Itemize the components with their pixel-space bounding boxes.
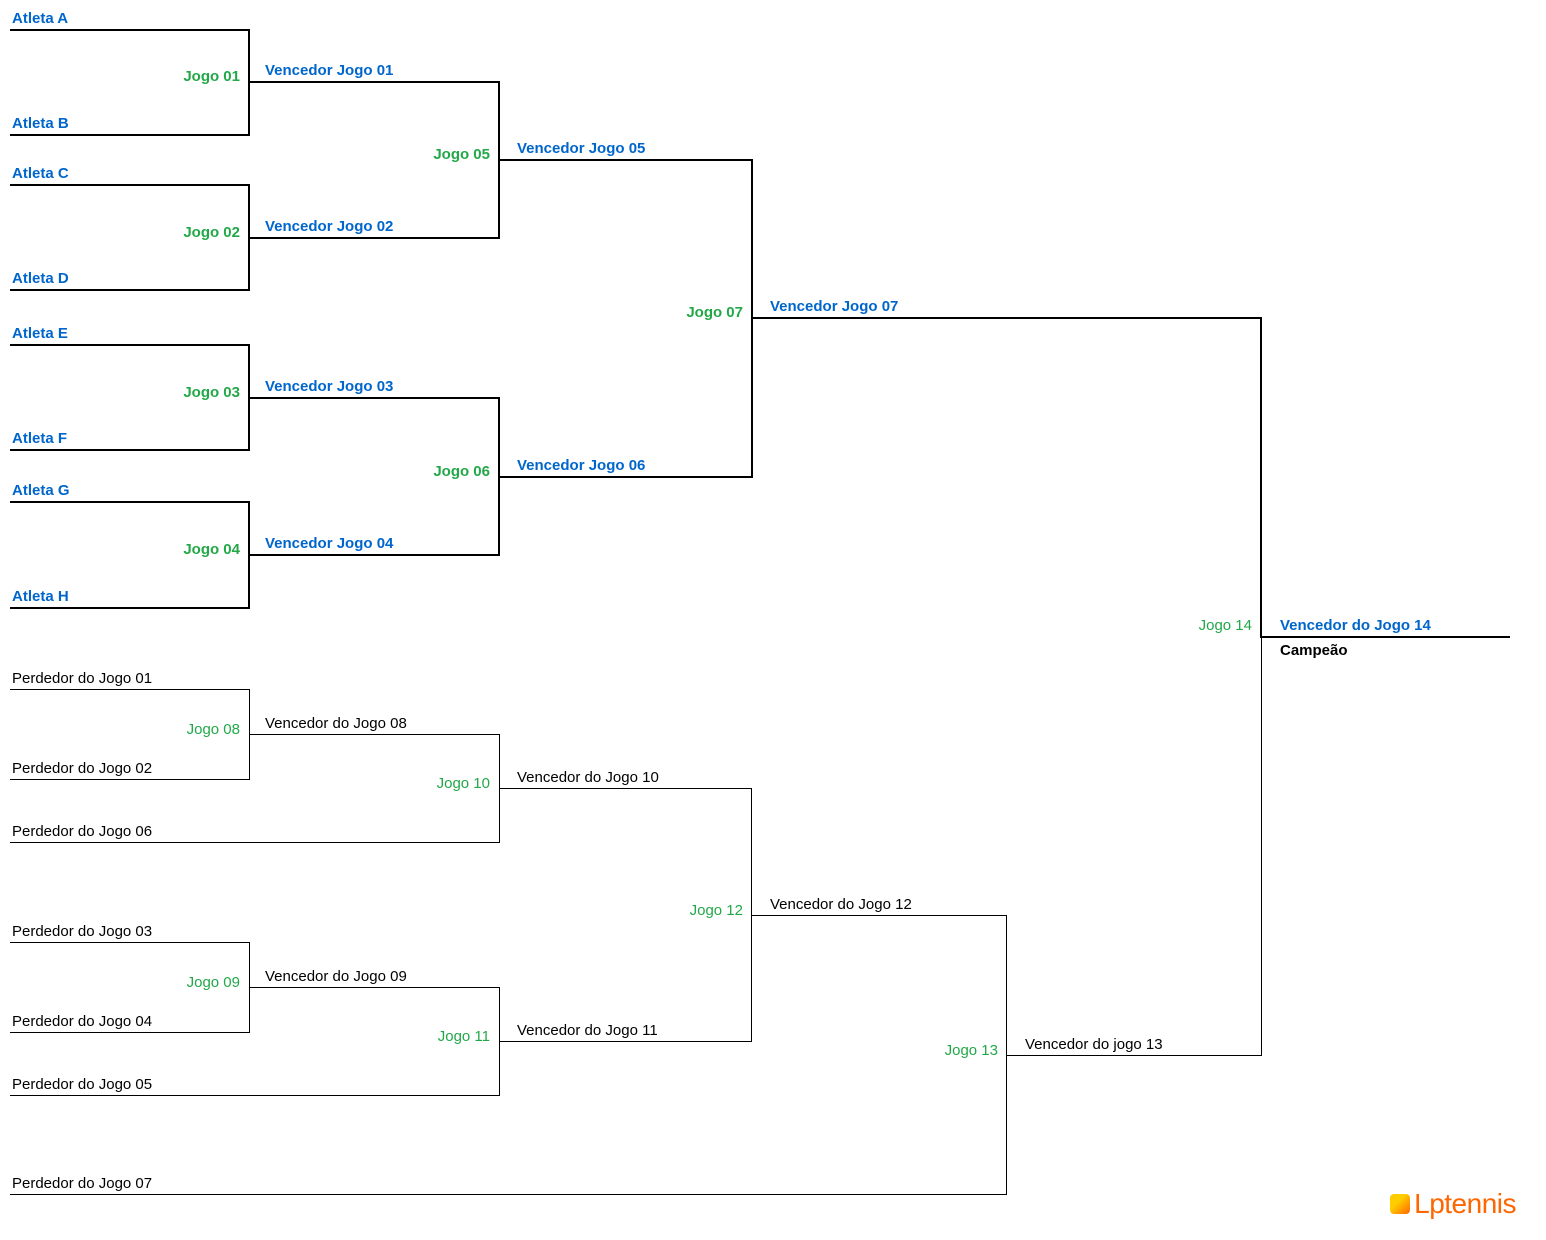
- bracket-line: [1260, 317, 1262, 638]
- winner-game-10: Vencedor do Jogo 10: [517, 769, 659, 786]
- bracket-line: [1260, 636, 1510, 638]
- bracket-line: [10, 1095, 500, 1096]
- winner-game-03: Vencedor Jogo 03: [265, 378, 393, 395]
- winner-game-08: Vencedor do Jogo 08: [265, 715, 407, 732]
- winner-game-02: Vencedor Jogo 02: [265, 218, 393, 235]
- game-03-label: Jogo 03: [183, 384, 240, 401]
- athlete-e: Atleta E: [12, 325, 68, 342]
- bracket-line: [1261, 636, 1262, 1056]
- bracket-line: [248, 237, 500, 239]
- loser-game-04: Perdedor do Jogo 04: [12, 1013, 152, 1030]
- athlete-c: Atleta C: [12, 165, 69, 182]
- athlete-b: Atleta B: [12, 115, 69, 132]
- athlete-f: Atleta F: [12, 430, 67, 447]
- game-11-label: Jogo 11: [438, 1028, 490, 1045]
- bracket-line: [10, 779, 250, 780]
- game-01-label: Jogo 01: [183, 68, 240, 85]
- winner-game-12: Vencedor do Jogo 12: [770, 896, 912, 913]
- athlete-d: Atleta D: [12, 270, 69, 287]
- champion-label: Campeão: [1280, 642, 1348, 659]
- bracket-line: [10, 942, 250, 943]
- game-10-label: Jogo 10: [437, 775, 490, 792]
- bracket-line: [751, 915, 1007, 916]
- bracket-line: [10, 289, 250, 291]
- bracket-line: [1006, 1055, 1262, 1056]
- logo-icon: [1390, 1194, 1410, 1214]
- game-07-label: Jogo 07: [686, 304, 743, 321]
- game-12-label: Jogo 12: [690, 902, 743, 919]
- bracket-line: [248, 554, 500, 556]
- bracket-line: [10, 184, 250, 186]
- lptennis-logo: Lptennis: [1390, 1188, 1516, 1220]
- winner-game-09: Vencedor do Jogo 09: [265, 968, 407, 985]
- game-13-label: Jogo 13: [945, 1042, 998, 1059]
- loser-game-07: Perdedor do Jogo 07: [12, 1175, 152, 1192]
- game-06-label: Jogo 06: [433, 463, 490, 480]
- athlete-g: Atleta G: [12, 482, 70, 499]
- bracket-line: [10, 1194, 1007, 1195]
- athlete-a: Atleta A: [12, 10, 68, 27]
- game-05-label: Jogo 05: [433, 146, 490, 163]
- game-04-label: Jogo 04: [183, 541, 240, 558]
- bracket-line: [249, 987, 500, 988]
- bracket-line: [10, 1032, 250, 1033]
- bracket-line: [499, 788, 752, 789]
- winner-game-11: Vencedor do Jogo 11: [517, 1022, 658, 1039]
- game-02-label: Jogo 02: [183, 224, 240, 241]
- bracket-line: [249, 734, 500, 735]
- loser-game-02: Perdedor do Jogo 02: [12, 760, 152, 777]
- game-09-label: Jogo 09: [187, 974, 240, 991]
- bracket-line: [248, 397, 500, 399]
- bracket-line: [10, 344, 250, 346]
- winner-game-04: Vencedor Jogo 04: [265, 535, 393, 552]
- winner-game-07: Vencedor Jogo 07: [770, 298, 898, 315]
- athlete-h: Atleta H: [12, 588, 69, 605]
- loser-game-01: Perdedor do Jogo 01: [12, 670, 152, 687]
- loser-game-05: Perdedor do Jogo 05: [12, 1076, 152, 1093]
- winner-game-06: Vencedor Jogo 06: [517, 457, 645, 474]
- loser-game-06: Perdedor do Jogo 06: [12, 823, 152, 840]
- bracket-line: [10, 29, 250, 31]
- bracket-line: [10, 449, 250, 451]
- bracket-line: [10, 607, 250, 609]
- winner-game-14: Vencedor do Jogo 14: [1280, 617, 1431, 634]
- bracket-line: [498, 476, 753, 478]
- game-14-label: Jogo 14: [1199, 617, 1252, 634]
- bracket-line: [10, 501, 250, 503]
- winner-game-01: Vencedor Jogo 01: [265, 62, 393, 79]
- loser-game-03: Perdedor do Jogo 03: [12, 923, 152, 940]
- bracket-line: [10, 842, 500, 843]
- winner-game-05: Vencedor Jogo 05: [517, 140, 645, 157]
- bracket-line: [248, 81, 500, 83]
- bracket-line: [10, 689, 250, 690]
- bracket-line: [499, 1041, 752, 1042]
- bracket-line: [498, 159, 753, 161]
- bracket-line: [751, 317, 1262, 319]
- logo-text: Lptennis: [1414, 1188, 1516, 1220]
- game-08-label: Jogo 08: [187, 721, 240, 738]
- winner-game-13: Vencedor do jogo 13: [1025, 1036, 1163, 1053]
- bracket-line: [10, 134, 250, 136]
